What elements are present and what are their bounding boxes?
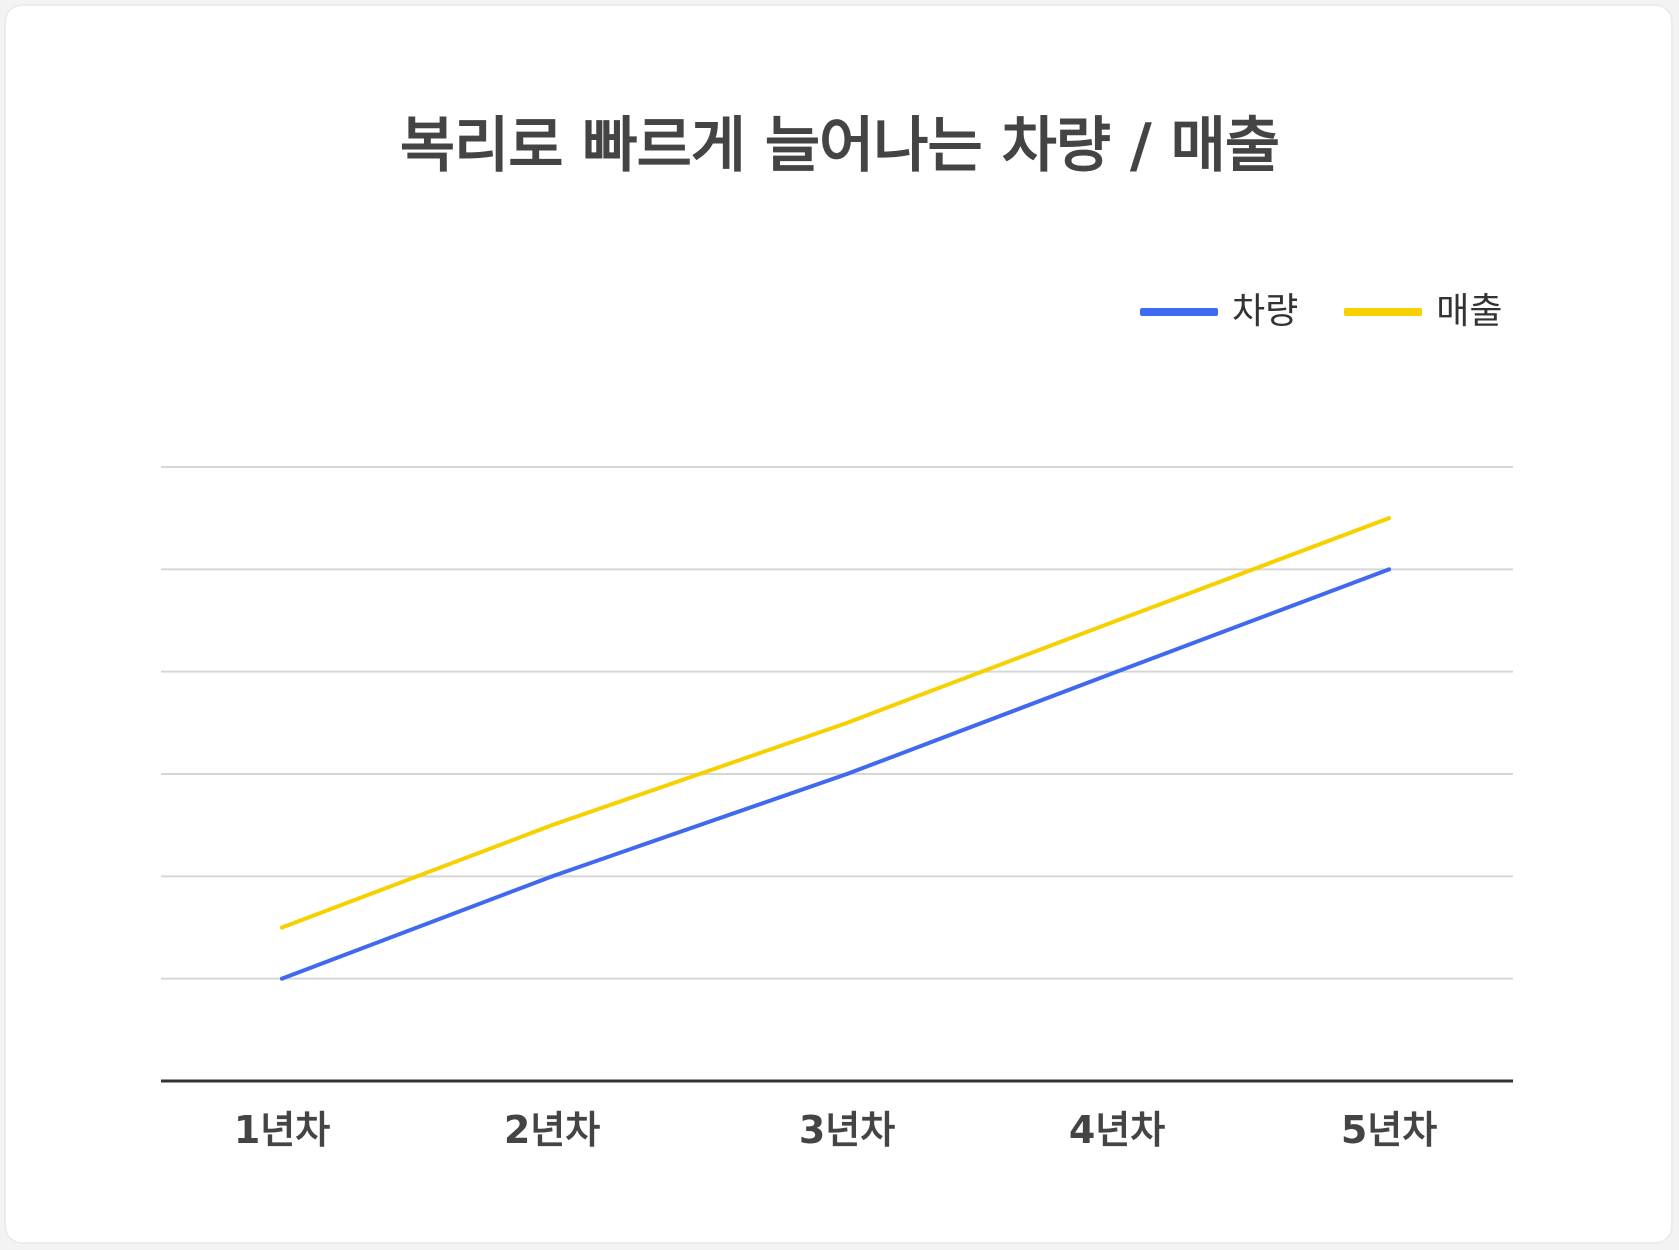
chart-title: 복리로 빠르게 늘어나는 차량 / 매출: [399, 111, 1280, 181]
chart-card: [4, 4, 1673, 1244]
data-point: [1387, 516, 1391, 521]
series-line-revenue: [280, 516, 1391, 930]
legend-item-vehicles: 차량: [1140, 290, 1298, 334]
data-point: [550, 823, 554, 828]
data-point: [280, 925, 284, 930]
legend-swatch-vehicles: [1140, 308, 1218, 316]
x-tick-label: 5년차: [1341, 1108, 1437, 1152]
data-point: [550, 874, 554, 879]
legend-label-vehicles: 차량: [1232, 291, 1299, 332]
data-point: [845, 772, 849, 776]
data-point: [1115, 669, 1119, 674]
x-tick-label: 3년차: [799, 1108, 895, 1152]
legend-item-revenue: 매출: [1344, 290, 1503, 334]
x-tick-label: 1년차: [234, 1108, 330, 1152]
legend-swatch-revenue: [1344, 308, 1423, 316]
data-point: [1387, 567, 1391, 572]
legend-label-revenue: 매출: [1436, 291, 1503, 332]
x-tick-label: 4년차: [1069, 1108, 1165, 1152]
x-tick-label: 2년차: [504, 1108, 600, 1152]
data-point: [280, 976, 284, 981]
chart-legend: 차량 매출: [1140, 290, 1503, 334]
data-point: [1115, 618, 1119, 623]
data-point: [845, 720, 849, 725]
